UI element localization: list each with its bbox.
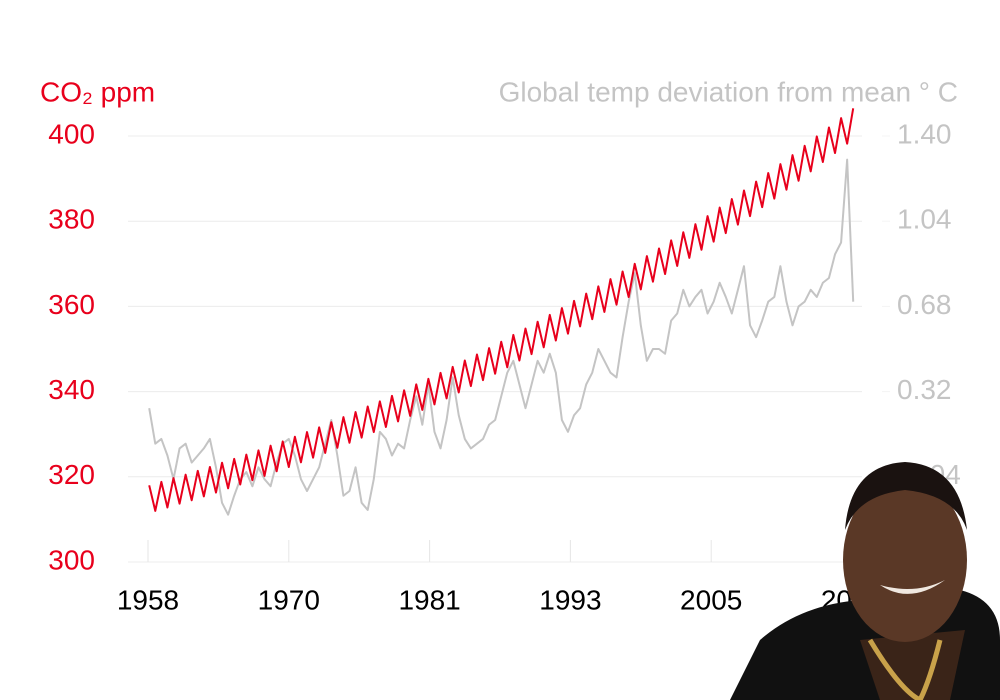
y2-tick-label: 0.68 <box>897 289 952 320</box>
smile <box>880 580 945 594</box>
x-tick-label: 1981 <box>398 584 460 615</box>
x-tick-label: 1993 <box>539 584 601 615</box>
y2-tick-label: 0.32 <box>897 374 952 405</box>
chain <box>867 638 943 700</box>
x-tick-label: 1958 <box>117 584 179 615</box>
y-axis-label: CO₂ ppm <box>40 76 155 107</box>
x-tick-label: 1970 <box>258 584 320 615</box>
y-tick-label: 300 <box>48 544 95 575</box>
y2-tick-label: 1.04 <box>897 204 952 235</box>
y-tick-label: 340 <box>48 374 95 405</box>
hair <box>845 462 967 530</box>
y-tick-label: 360 <box>48 289 95 320</box>
y-tick-label: 320 <box>48 459 95 490</box>
data-line <box>148 108 855 512</box>
x-tick-label: 2005 <box>680 584 742 615</box>
y2-axis-label: Global temp deviation from mean ° C <box>499 76 958 107</box>
y-tick-label: 400 <box>48 118 95 149</box>
data-line <box>148 158 855 516</box>
y2-tick-label: 1.40 <box>897 118 952 149</box>
y-tick-label: 380 <box>48 204 95 235</box>
face <box>843 478 967 642</box>
